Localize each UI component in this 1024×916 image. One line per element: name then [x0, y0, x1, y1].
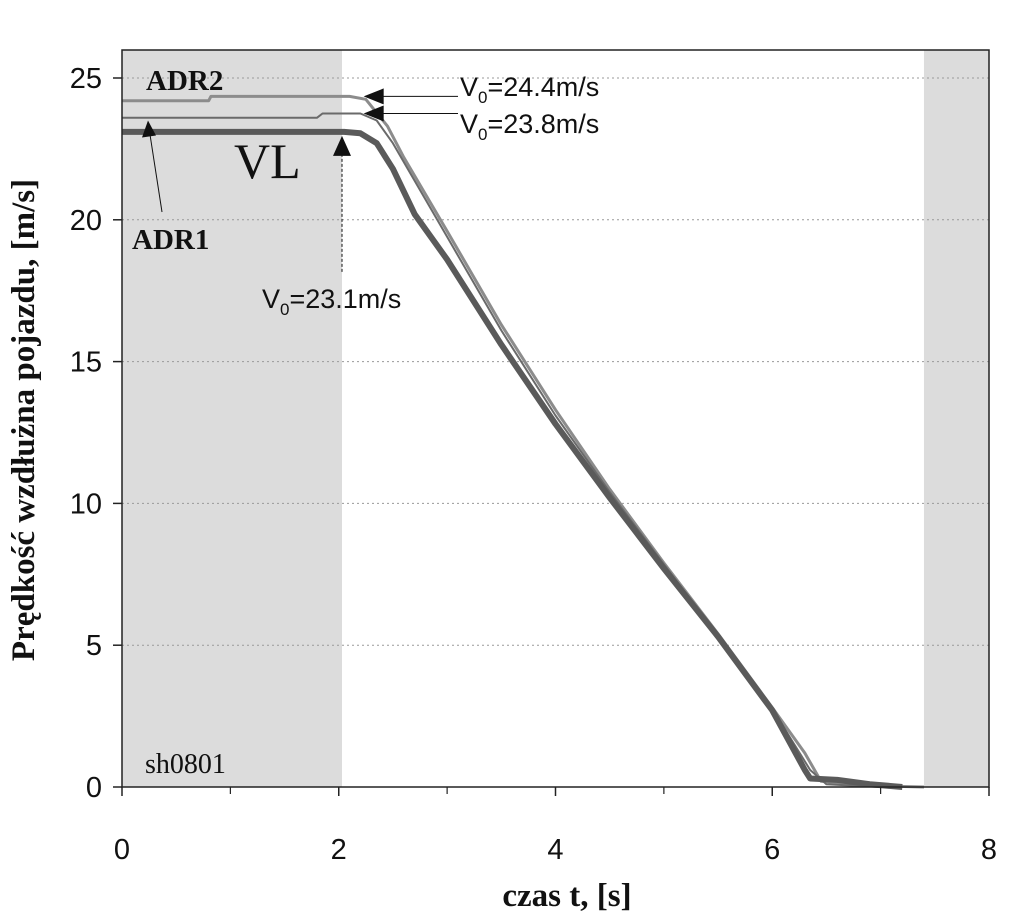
pointer-arrow-adr1	[142, 120, 156, 138]
series-label-adr1: ADR1	[132, 224, 209, 256]
annotation-arrow-v0-adr1	[363, 105, 384, 122]
axes: 0 2 4 6 8 0 5 10 15 20 25	[70, 63, 997, 866]
pointer-line-adr1	[149, 134, 163, 213]
series-label-vl: VL	[234, 133, 301, 189]
annotation-text-v0-adr2: V0=24.4m/s	[460, 72, 599, 107]
series-line-vl	[122, 128, 903, 790]
y-tick-label-15: 15	[70, 347, 102, 379]
y-tick-label-5: 5	[86, 630, 102, 662]
annotation-text-v0-vl: V0=23.1m/s	[262, 284, 401, 319]
x-axis-title: czas t, [s]	[502, 878, 631, 914]
shaded-region-0	[122, 50, 343, 787]
series-line-adr2	[122, 94, 925, 789]
annotation-arrow-v0-adr2	[363, 88, 384, 105]
x-tick-label-6: 6	[764, 834, 780, 866]
x-tick-label-8: 8	[981, 834, 997, 866]
y-axis-title: Prędkość wzdłużna pojazdu, [m/s]	[6, 179, 42, 661]
x-tick-label-4: 4	[547, 834, 563, 866]
y-tick-label-20: 20	[70, 205, 102, 237]
y-tick-label-0: 0	[86, 772, 102, 804]
shaded-region-1	[923, 50, 989, 787]
y-tick-label-10: 10	[70, 488, 102, 520]
annotations: V0=24.4m/sV0=23.8m/s V0=23.1m/s	[142, 72, 599, 319]
annotation-arrow-v0-vl	[333, 135, 352, 156]
chart-id-label: sh0801	[145, 749, 226, 780]
x-tick-label-2: 2	[331, 834, 347, 866]
y-tick-label-25: 25	[70, 63, 102, 95]
series-label-adr2: ADR2	[146, 65, 223, 97]
annotation-text-v0-adr1: V0=23.8m/s	[460, 109, 599, 144]
x-tick-label-0: 0	[114, 834, 130, 866]
shaded-regions	[122, 50, 989, 787]
series-lines	[122, 94, 925, 790]
